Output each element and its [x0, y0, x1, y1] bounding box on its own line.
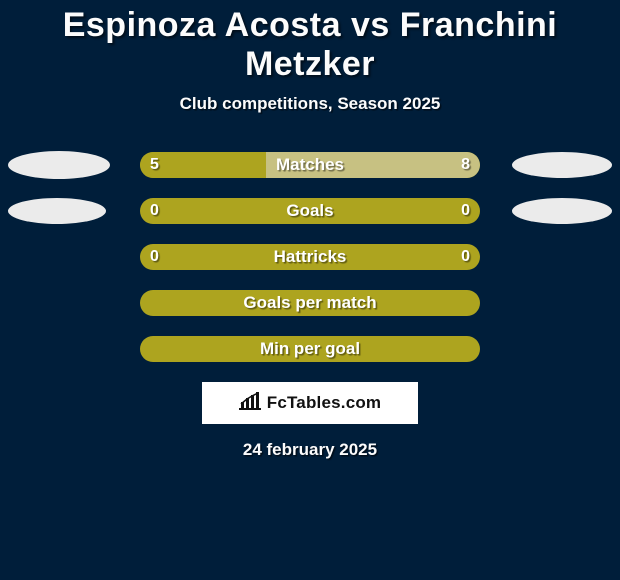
metric-label: Goals per match: [243, 290, 376, 316]
player-right-oval: [512, 198, 612, 224]
subtitle: Club competitions, Season 2025: [0, 94, 620, 114]
metric-label: Hattricks: [274, 244, 347, 270]
metric-value-left: 0: [150, 244, 159, 270]
metric-label: Goals: [286, 198, 333, 224]
metric-value-right: 0: [461, 244, 470, 270]
logo-badge: FcTables.com: [202, 382, 418, 424]
player-left-oval: [8, 151, 110, 179]
metric-value-right: 8: [461, 152, 470, 178]
metric-row: Goals per match: [0, 290, 620, 316]
metrics-container: 5 8 Matches 0 0 Goals 0 0 Hattricks Goals per mat…: [0, 152, 620, 362]
player-left-oval: [8, 198, 106, 224]
comparison-infographic: Espinoza Acosta vs Franchini Metzker Clu…: [0, 0, 620, 580]
metric-row: 5 8 Matches: [0, 152, 620, 178]
logo-text: FcTables.com: [267, 393, 382, 413]
metric-value-left: 5: [150, 152, 159, 178]
page-title: Espinoza Acosta vs Franchini Metzker: [0, 6, 620, 84]
metric-row: 0 0 Goals: [0, 198, 620, 224]
metric-row: 0 0 Hattricks: [0, 244, 620, 270]
chart-icon: [239, 392, 261, 415]
player-right-oval: [512, 152, 612, 178]
metric-row: Min per goal: [0, 336, 620, 362]
metric-label: Matches: [276, 152, 344, 178]
date-text: 24 february 2025: [0, 440, 620, 460]
metric-value-right: 0: [461, 198, 470, 224]
metric-label: Min per goal: [260, 336, 360, 362]
metric-value-left: 0: [150, 198, 159, 224]
